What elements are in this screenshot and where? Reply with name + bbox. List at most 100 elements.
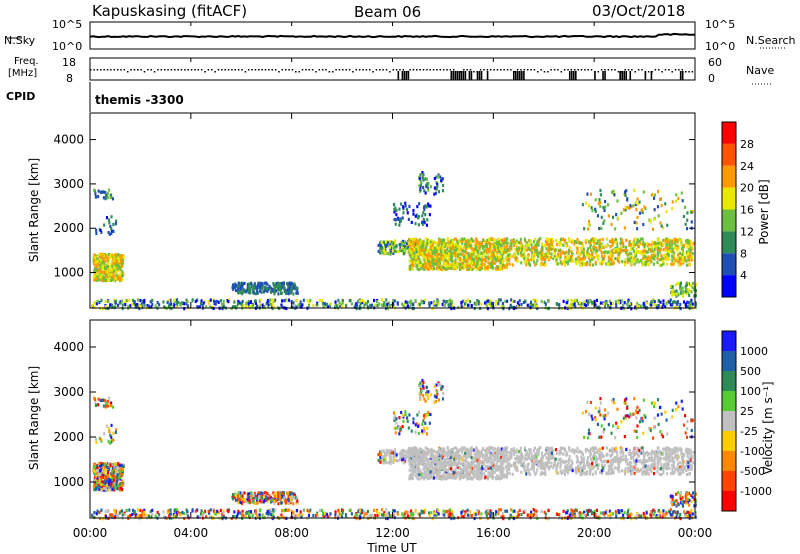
power-cell [532, 298, 535, 302]
power-cell [489, 301, 492, 305]
power-cell [95, 228, 98, 232]
velocity-cell [114, 430, 117, 434]
velocity-cell [395, 453, 398, 457]
power-cell [459, 252, 462, 256]
power-cell [491, 245, 494, 249]
power-cell [671, 200, 674, 204]
freq-dot [442, 69, 445, 71]
power-cell [500, 241, 503, 245]
power-cell [437, 265, 440, 269]
power-cell [662, 226, 665, 230]
power-cell [653, 257, 656, 261]
power-cell [689, 239, 692, 243]
power-cell [487, 249, 490, 253]
power-cell [325, 302, 328, 306]
power-cell [540, 261, 543, 265]
velocity-cell [295, 501, 298, 505]
power-cell [136, 303, 139, 307]
power-cell [151, 302, 154, 306]
velocity-cell [450, 457, 453, 461]
power-cell [353, 305, 356, 309]
power-cell [674, 301, 677, 305]
power-cell [433, 303, 436, 307]
power-cell [105, 265, 108, 270]
power-cell [444, 254, 447, 258]
velocity-cell [115, 476, 118, 480]
power-cell [98, 252, 101, 256]
power-cell [114, 265, 117, 269]
power-cell [254, 299, 257, 303]
power-cell [618, 260, 621, 264]
nave-bar [519, 71, 521, 80]
power-cell [493, 245, 496, 249]
power-cell [358, 299, 361, 303]
power-cell [416, 264, 419, 268]
power-cell [101, 260, 104, 264]
power-cell [219, 299, 222, 303]
power-cell [607, 203, 610, 207]
power-cell [632, 241, 635, 245]
power-cell [96, 259, 99, 263]
power-cell [490, 301, 493, 305]
nsearch-label: N.Search [746, 34, 796, 47]
power-cell [104, 300, 107, 304]
nave-bar [462, 71, 465, 80]
power-cell [570, 250, 573, 254]
power-cell [633, 262, 636, 266]
power-cell [621, 249, 624, 253]
velocity-cell [493, 470, 496, 475]
power-cell [448, 252, 451, 256]
freq-dot [506, 69, 509, 71]
power-cell [518, 248, 521, 253]
power-cell [499, 267, 502, 271]
power-cell [288, 281, 291, 285]
power-cell [566, 254, 569, 258]
power-cell [488, 241, 491, 246]
power-cell [93, 259, 96, 264]
power-cell [392, 251, 395, 255]
power-cell [415, 248, 418, 252]
power-cell [634, 242, 637, 246]
velocity-cell [389, 458, 392, 462]
power-cell [481, 255, 484, 259]
power-cell [571, 251, 574, 256]
power-cell [278, 288, 281, 292]
velocity-cell [120, 474, 123, 478]
power-cell [412, 243, 415, 248]
velocity-cell [95, 440, 98, 444]
power-cell [610, 240, 613, 244]
power-cell [432, 263, 435, 267]
power-cell [648, 243, 651, 247]
power-cell [287, 282, 290, 286]
power-cell [676, 293, 679, 297]
power-cell [667, 238, 670, 242]
power-cell [241, 285, 244, 289]
power-cell [433, 266, 436, 271]
power-cell [362, 305, 365, 309]
power-cell [571, 258, 574, 262]
power-cell [599, 204, 602, 209]
power-cell [666, 255, 669, 259]
power-cell [544, 258, 547, 262]
power-cell [143, 303, 146, 307]
power-cell [111, 278, 114, 282]
power-cell [420, 246, 423, 250]
power-cell [414, 214, 417, 218]
velocity-cell [402, 461, 405, 465]
power-cell [464, 302, 467, 306]
power-cell [440, 243, 443, 247]
power-cell [608, 257, 611, 261]
power-cell [657, 214, 660, 218]
velocity-cell [240, 491, 243, 495]
velocity-cell [380, 450, 383, 455]
power-cell [606, 262, 609, 266]
power-cell [121, 278, 124, 282]
power-cell [636, 202, 639, 206]
power-cell [637, 250, 640, 254]
power-cell [96, 275, 99, 279]
power-cell [568, 256, 571, 260]
power-cell [598, 247, 601, 251]
power-cell [436, 184, 439, 189]
power-cell [285, 288, 288, 292]
power-cell [561, 250, 564, 254]
